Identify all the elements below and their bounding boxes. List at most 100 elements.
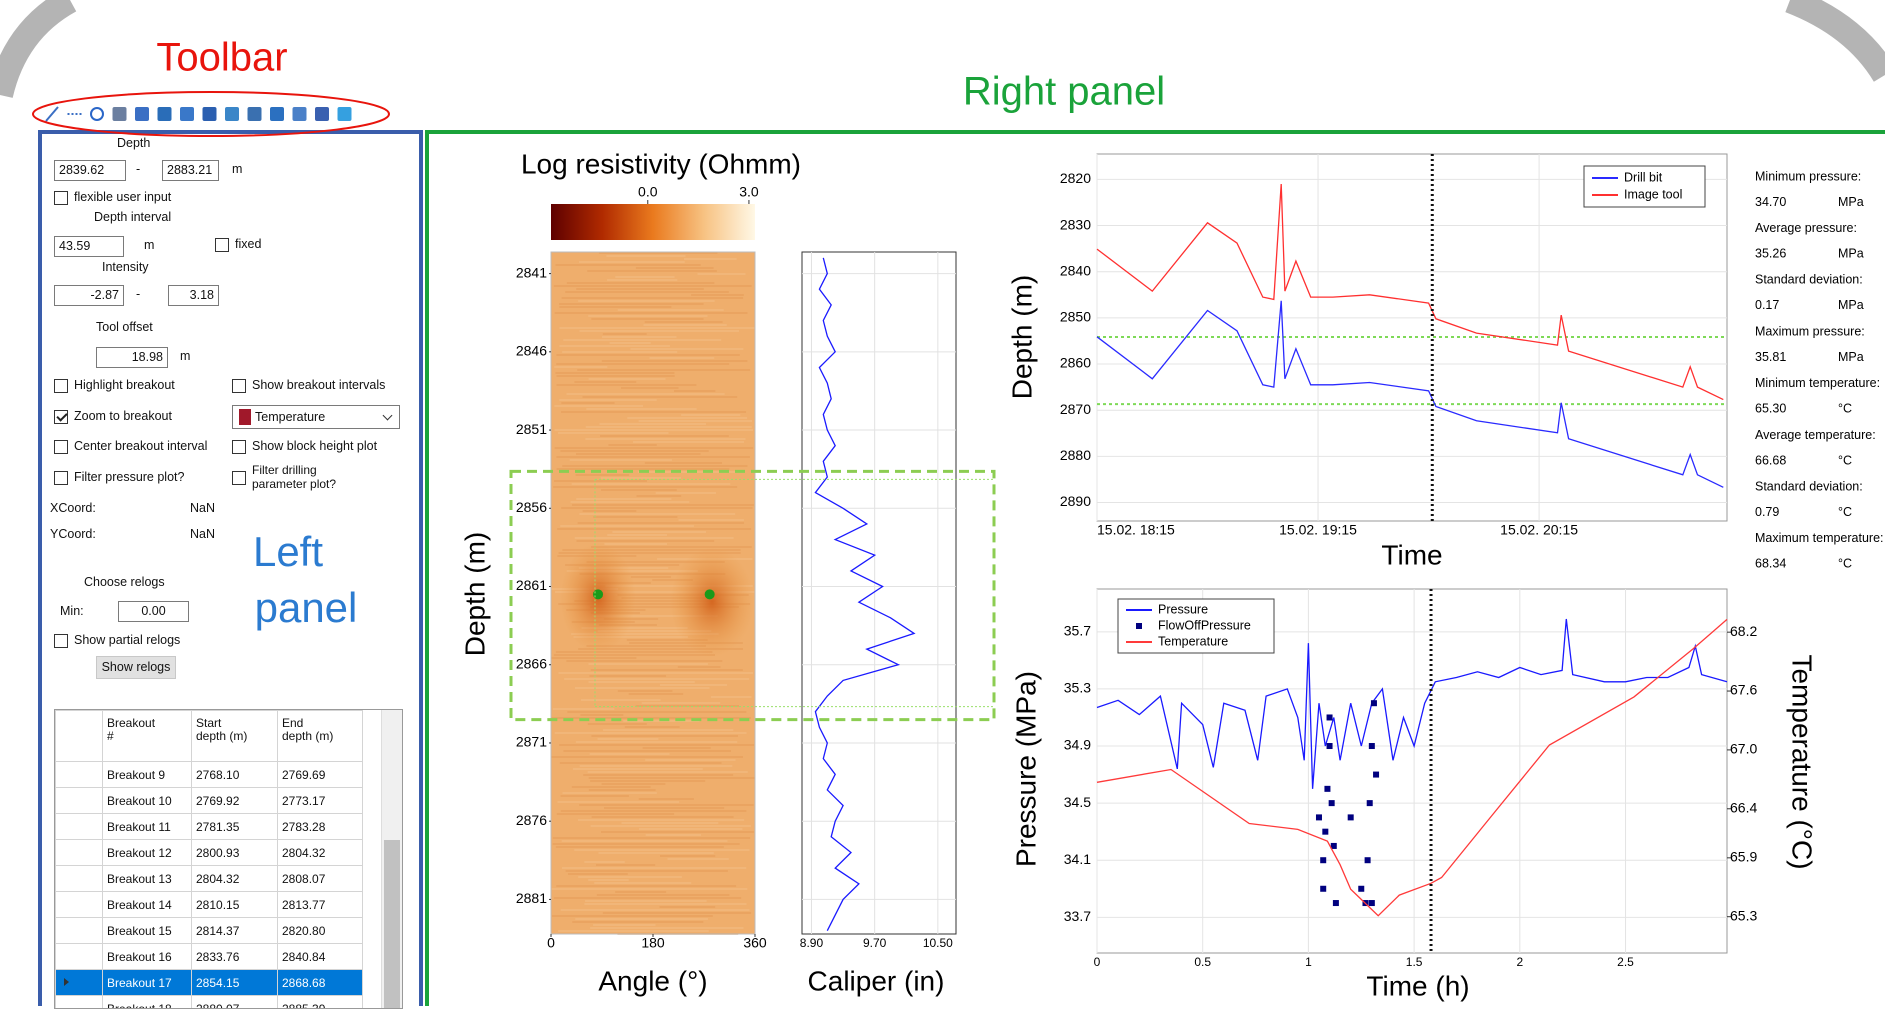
checkbox[interactable] — [54, 634, 68, 648]
texture-stripe — [645, 462, 722, 464]
texture-stripe — [579, 261, 685, 263]
checkbox[interactable] — [54, 471, 68, 485]
breakout-table[interactable]: Breakout #Start depth (m)End depth (m)Br… — [54, 709, 403, 1009]
texture-stripe — [649, 357, 714, 359]
toolbar-icon[interactable] — [158, 107, 172, 121]
toolbar-icon[interactable] — [135, 107, 149, 121]
toolbar-icon[interactable] — [293, 107, 307, 121]
table-cell: 2808.07 — [278, 866, 363, 892]
checkbox-label: Zoom to breakout — [74, 409, 172, 423]
texture-stripe — [603, 333, 647, 335]
text-input[interactable]: 0.00 — [118, 601, 189, 622]
texture-stripe — [564, 678, 749, 680]
texture-stripe — [556, 456, 750, 458]
button[interactable]: Show relogs — [96, 656, 176, 679]
texture-stripe — [562, 867, 746, 869]
texture-stripe — [593, 924, 655, 926]
texture-stripe — [593, 516, 677, 518]
texture-stripe — [597, 894, 730, 896]
texture-stripe — [562, 792, 656, 794]
checkbox[interactable] — [54, 379, 68, 393]
label: - — [136, 287, 140, 301]
text-input[interactable]: 2883.21 — [162, 160, 219, 181]
texture-stripe — [561, 795, 629, 797]
toolbar-icon[interactable] — [113, 107, 127, 121]
text-input[interactable]: 18.98 — [96, 347, 168, 368]
toolbar-icon[interactable] — [315, 107, 329, 121]
texture-stripe — [559, 327, 754, 329]
x-tick-label: 10.50 — [923, 936, 953, 950]
checkbox[interactable] — [54, 191, 68, 205]
corner-arc — [0, 0, 70, 95]
text-input[interactable]: 3.18 — [168, 285, 219, 306]
texture-stripe — [636, 267, 714, 269]
label: Intensity — [102, 260, 149, 274]
y2-tick-label: 66.4 — [1730, 799, 1757, 815]
texture-stripe — [589, 777, 755, 779]
texture-stripe — [639, 798, 694, 800]
texture-stripe — [557, 384, 697, 386]
toolbar-icon[interactable] — [338, 107, 352, 121]
text-input[interactable]: -2.87 — [54, 285, 124, 306]
table-cell: Breakout 15 — [103, 918, 192, 944]
texture-stripe — [560, 450, 708, 452]
text-input[interactable]: 2839.62 — [54, 160, 126, 181]
texture-stripe — [555, 429, 753, 431]
texture-stripe — [575, 918, 708, 920]
texture-stripe — [588, 723, 647, 725]
label: m — [232, 162, 242, 176]
texture-stripe — [604, 543, 667, 545]
texture-stripe — [603, 729, 733, 731]
checkbox[interactable] — [54, 410, 68, 424]
checkbox[interactable] — [232, 379, 246, 393]
toolbar-icon[interactable] — [203, 107, 217, 121]
texture-stripe — [556, 885, 736, 887]
plot-title: Log resistivity (Ohmm) — [521, 148, 801, 179]
toolbar-icon[interactable] — [46, 107, 58, 121]
texture-stripe — [559, 399, 657, 401]
y-tick-label: 35.7 — [1064, 623, 1091, 639]
texture-stripe — [681, 414, 740, 416]
toolbar-icon[interactable] — [91, 108, 103, 120]
stat-label: Average pressure: — [1755, 221, 1857, 235]
label: NaN — [190, 527, 215, 541]
stat-unit: °C — [1838, 453, 1852, 467]
texture-stripe — [579, 513, 735, 515]
dropdown[interactable]: Temperature — [232, 405, 400, 429]
texture-stripe — [576, 474, 630, 476]
texture-stripe — [600, 435, 729, 437]
checkbox[interactable] — [54, 440, 68, 454]
texture-stripe — [555, 312, 748, 314]
scatter-point — [1320, 857, 1326, 863]
x-tick-label: 0.5 — [1194, 955, 1211, 969]
toolbar-icon[interactable] — [270, 107, 284, 121]
toolbar-icon[interactable] — [248, 107, 262, 121]
checkbox[interactable] — [232, 440, 246, 454]
checkbox-label: fixed — [235, 237, 261, 251]
checkbox[interactable] — [215, 238, 229, 252]
scatter-point — [1329, 800, 1335, 806]
texture-stripe — [608, 444, 656, 446]
scrollbar[interactable] — [381, 710, 402, 1008]
text-input[interactable]: 43.59 — [54, 236, 124, 257]
table-cell: Breakout 17 — [103, 970, 192, 996]
checkbox[interactable] — [232, 471, 246, 485]
stat-unit: MPa — [1838, 298, 1864, 312]
toolbar-icon[interactable] — [180, 107, 194, 121]
table-cell: Breakout 14 — [103, 892, 192, 918]
texture-stripe — [607, 534, 667, 536]
scrollbar-thumb[interactable] — [384, 840, 400, 1009]
texture-stripe — [637, 495, 682, 497]
toolbar-icon[interactable] — [225, 107, 239, 121]
texture-stripe — [558, 930, 709, 932]
